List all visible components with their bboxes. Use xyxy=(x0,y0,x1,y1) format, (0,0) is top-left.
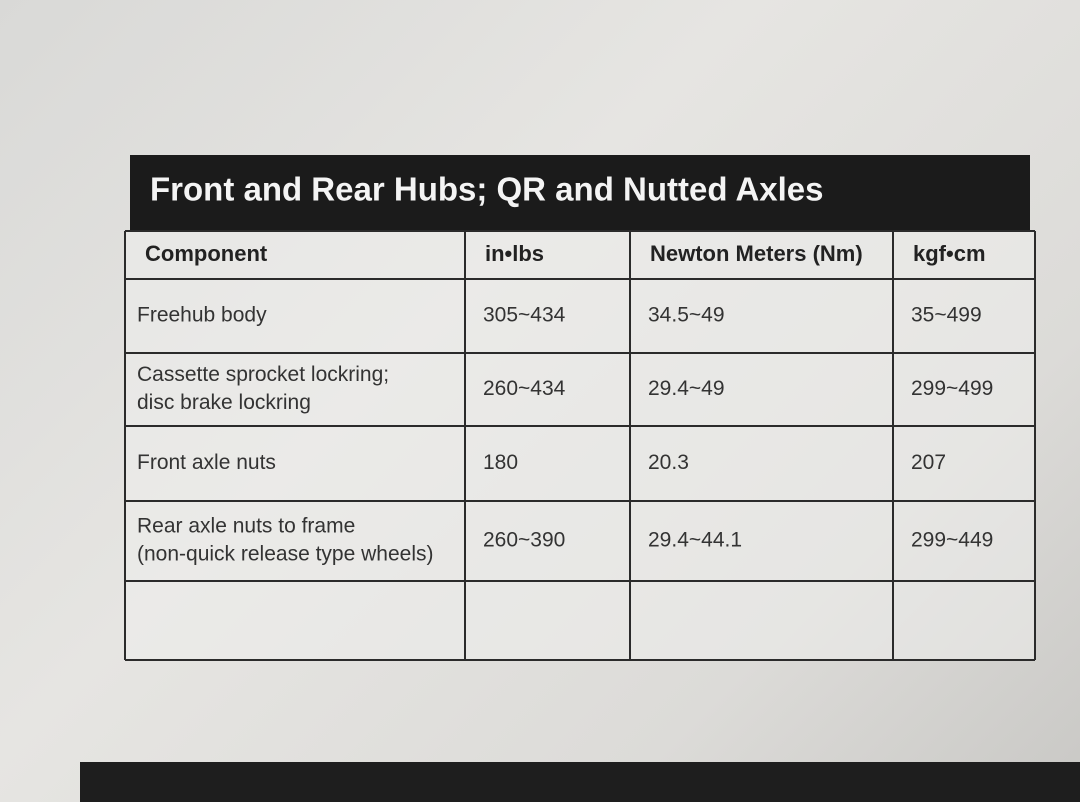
torque-value: 260~390 xyxy=(483,529,565,552)
component-name: (non-quick release type wheels) xyxy=(137,543,433,566)
component-name: Front axle nuts xyxy=(137,451,276,474)
table-body xyxy=(125,231,1035,660)
torque-value: 20.3 xyxy=(648,451,689,474)
column-header: Newton Meters (Nm) xyxy=(650,241,863,266)
component-name: Freehub body xyxy=(137,304,267,327)
column-header: kgf•cm xyxy=(913,241,986,266)
component-name: Cassette sprocket lockring; xyxy=(137,363,389,386)
component-name: disc brake lockring xyxy=(137,391,311,414)
torque-value: 207 xyxy=(911,451,946,474)
torque-value: 299~449 xyxy=(911,529,993,552)
torque-value: 29.4~44.1 xyxy=(648,529,742,552)
component-name: Rear axle nuts to frame xyxy=(137,515,355,538)
table-title: Front and Rear Hubs; QR and Nutted Axles xyxy=(150,171,824,208)
torque-value: 29.4~49 xyxy=(648,377,725,400)
next-section-bar xyxy=(80,762,1080,802)
torque-value: 305~434 xyxy=(483,304,566,327)
torque-value: 180 xyxy=(483,451,518,474)
title-bar xyxy=(130,155,1030,231)
torque-value: 260~434 xyxy=(483,377,566,400)
torque-value: 34.5~49 xyxy=(648,304,725,327)
torque-value: 299~499 xyxy=(911,377,993,400)
column-header: Component xyxy=(145,241,268,266)
torque-value: 35~499 xyxy=(911,304,982,327)
column-header: in•lbs xyxy=(485,241,544,266)
